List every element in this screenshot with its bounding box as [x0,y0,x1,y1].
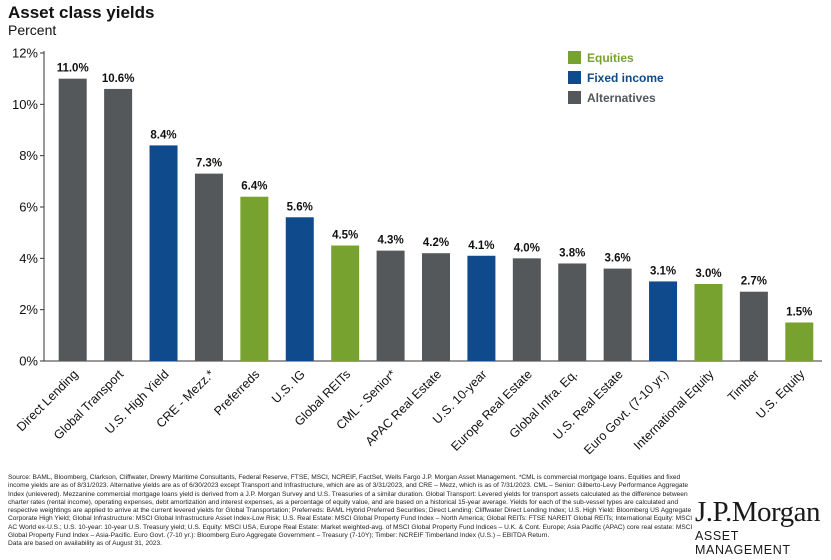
bar-data-label: 4.2% [423,237,449,249]
legend-swatch [568,71,581,84]
bar-data-label: 1.5% [786,307,812,319]
bar [785,322,814,361]
bar-data-label: 3.6% [605,253,631,265]
jpmorgan-logo: J.P.Morgan ASSET MANAGEMENT [695,497,823,557]
bar [149,145,178,361]
y-tick-label: 0% [19,354,38,369]
x-tick-label: International Equity [631,367,717,453]
x-tick-label: U.S. IG [269,367,308,406]
x-tick-label: APAC Real Estate [363,367,444,448]
bar [512,258,541,361]
bar [240,196,269,361]
y-tick-label: 10% [12,97,38,112]
bar [58,78,87,362]
bar [558,263,587,361]
legend-swatch [568,91,581,104]
bar-data-label: 11.0% [57,63,89,75]
legend-label: Equities [587,51,634,65]
bar [194,173,223,361]
bar [739,291,768,361]
bar [467,255,496,361]
bar-data-label: 4.5% [332,230,358,242]
x-tick-label: Euro Govt. (7-10 yr.) [581,367,671,457]
bar-data-label: 3.0% [695,268,721,280]
y-tick-label: 12% [12,46,38,61]
x-tick-label: U.S. Equity [753,367,808,422]
bar-data-label: 7.3% [196,158,222,170]
y-tick-label: 2% [19,302,38,317]
source-footnote: Source: BAML, Bloomberg, Clarkson, Cliff… [8,474,696,549]
bar [422,253,450,361]
bar [104,88,133,361]
bar-data-label: 4.0% [514,242,540,254]
chart-subtitle: Percent [8,22,57,38]
bar-data-label: 3.1% [650,265,676,277]
bar [649,281,678,361]
bar-data-label: 4.3% [377,235,403,247]
y-tick-label: 4% [19,251,38,266]
chart-title: Asset class yields [8,3,155,22]
legend-label: Fixed income [587,71,664,85]
logo-name: J.P.Morgan [695,496,821,528]
bar [694,284,723,361]
bar [285,217,314,361]
y-tick-label: 6% [19,200,38,215]
bar [603,268,632,361]
bar-data-label: 10.6% [102,73,135,85]
bar-data-label: 5.6% [287,201,313,213]
y-tick-label: 8% [19,148,38,163]
bar-data-label: 2.7% [741,276,767,288]
bar-data-label: 8.4% [150,129,176,141]
x-tick-label: Europe Real Estate [448,367,535,454]
bar [331,245,360,361]
logo-tagline: ASSET MANAGEMENT [695,529,791,557]
asset-class-yields-chart: 0%2%4%6%8%10%12%11.0%Direct Lending10.6%… [12,46,822,457]
legend-swatch [568,51,581,64]
as-of-text: Data are based on availability as of Aug… [8,540,162,548]
bar-data-label: 6.4% [241,181,267,193]
legend-label: Alternatives [587,91,656,105]
bar-data-label: 4.1% [468,240,494,252]
bar [376,250,405,361]
x-tick-label: Timber [725,367,762,404]
bar-data-label: 3.8% [559,247,585,259]
x-tick-label: Preferreds [211,367,262,418]
source-text: Source: BAML, Bloomberg, Clarkson, Cliff… [8,474,693,540]
